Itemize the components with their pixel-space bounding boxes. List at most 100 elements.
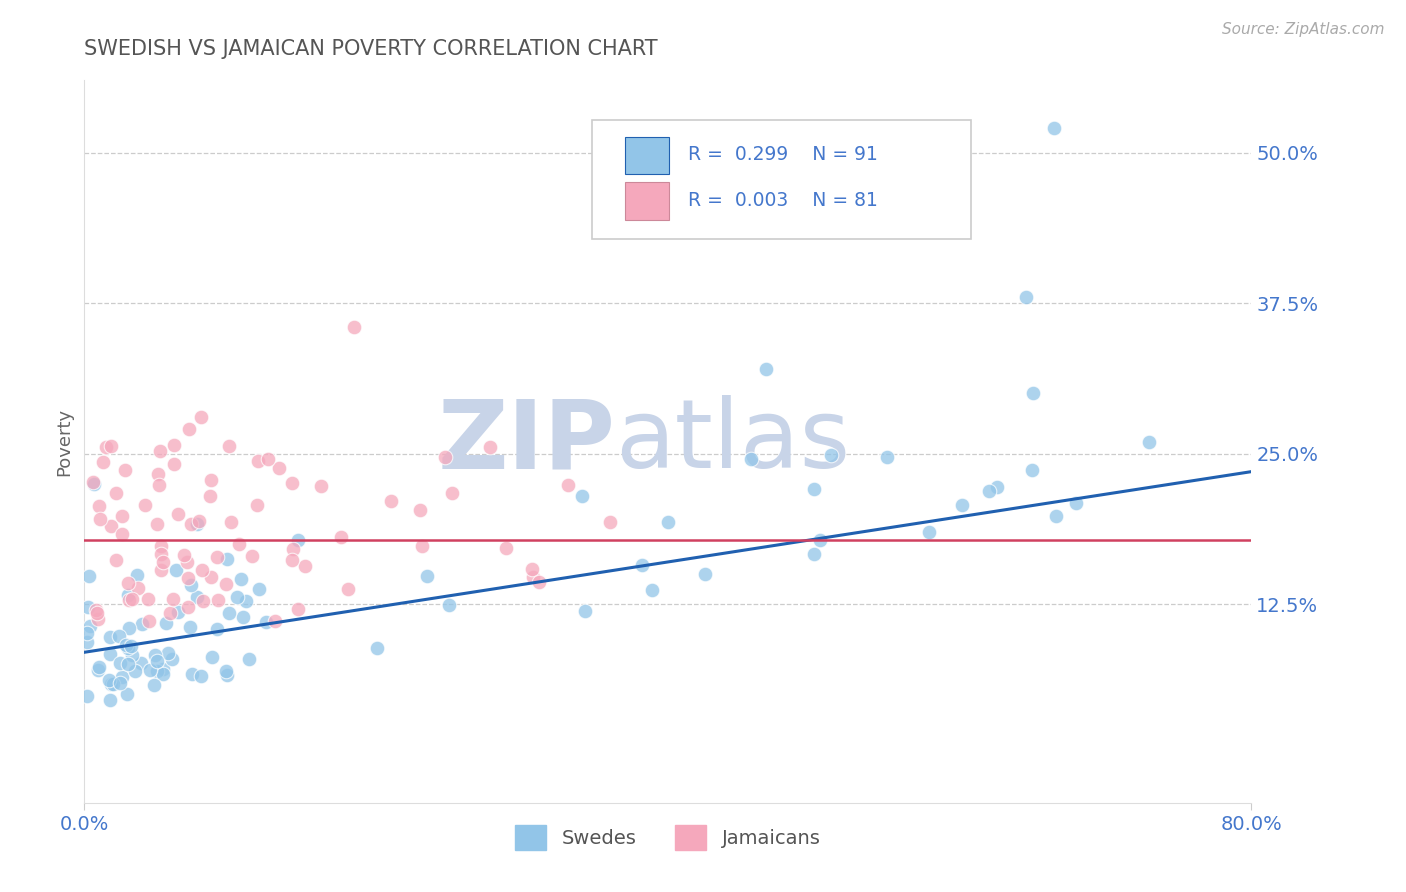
Point: [166, 508, 188, 522]
Point: [79, 618, 101, 632]
Point: [150, 563, 173, 577]
Point: [181, 666, 204, 681]
Point: [186, 590, 208, 604]
Point: [180, 577, 202, 591]
Point: [599, 516, 621, 530]
Point: [87, 500, 110, 514]
Point: [755, 362, 778, 376]
Point: [245, 498, 267, 512]
Point: [127, 567, 149, 582]
Point: [149, 547, 172, 561]
Point: [238, 652, 260, 666]
Point: [146, 665, 169, 679]
Legend: Swedes, Jamaicans: Swedes, Jamaicans: [508, 818, 828, 858]
Point: [1043, 121, 1066, 136]
Point: [479, 440, 502, 454]
Point: [225, 590, 247, 604]
Point: [118, 621, 141, 635]
Point: [191, 594, 214, 608]
Point: [120, 639, 142, 653]
Point: [557, 478, 579, 492]
Point: [287, 602, 309, 616]
Point: [803, 548, 825, 562]
Point: [876, 450, 898, 465]
Point: [166, 605, 188, 619]
Point: [165, 563, 187, 577]
Point: [1021, 463, 1043, 477]
Point: [247, 582, 270, 596]
Point: [437, 598, 460, 612]
Point: [124, 664, 146, 678]
Point: [104, 552, 127, 566]
Point: [76, 634, 98, 648]
Point: [190, 410, 212, 425]
Point: [121, 592, 143, 607]
Point: [820, 449, 842, 463]
Point: [219, 515, 242, 529]
Point: [79, 569, 101, 583]
Point: [198, 489, 221, 503]
Point: [1045, 509, 1067, 524]
Point: [111, 527, 134, 541]
Text: SWEDISH VS JAMAICAN POVERTY CORRELATION CHART: SWEDISH VS JAMAICAN POVERTY CORRELATION …: [84, 39, 658, 59]
Point: [163, 458, 186, 472]
Point: [263, 614, 285, 628]
Point: [138, 614, 160, 628]
Point: [104, 486, 127, 500]
Point: [143, 648, 166, 662]
Point: [173, 548, 195, 562]
Point: [127, 582, 149, 596]
Point: [281, 553, 304, 567]
Point: [108, 676, 131, 690]
Point: [100, 518, 122, 533]
Point: [191, 563, 214, 577]
Point: [152, 554, 174, 568]
Point: [187, 514, 209, 528]
Point: [134, 498, 156, 512]
Point: [143, 678, 166, 692]
Point: [101, 677, 124, 691]
Point: [76, 599, 98, 614]
Point: [411, 540, 433, 554]
Point: [152, 662, 174, 676]
Point: [176, 555, 198, 569]
Point: [179, 423, 201, 437]
Point: [571, 489, 593, 503]
Point: [311, 479, 333, 493]
Point: [76, 689, 98, 703]
Point: [918, 524, 941, 539]
Point: [434, 450, 457, 464]
Point: [98, 630, 121, 644]
Point: [281, 476, 304, 491]
Point: [247, 454, 270, 468]
Point: [117, 657, 139, 671]
Point: [574, 604, 596, 618]
Point: [160, 652, 183, 666]
Point: [235, 594, 257, 608]
Point: [986, 480, 1008, 494]
Point: [287, 533, 309, 547]
Point: [215, 667, 238, 681]
Point: [808, 533, 831, 548]
Point: [139, 664, 162, 678]
Point: [131, 616, 153, 631]
Point: [162, 591, 184, 606]
Point: [91, 454, 114, 468]
Point: [146, 467, 169, 482]
FancyBboxPatch shape: [624, 182, 669, 219]
Point: [207, 592, 229, 607]
Point: [267, 460, 290, 475]
Point: [215, 664, 238, 678]
Point: [83, 477, 105, 491]
FancyBboxPatch shape: [592, 120, 972, 239]
FancyBboxPatch shape: [624, 136, 669, 174]
Point: [693, 567, 716, 582]
Point: [631, 558, 654, 573]
Point: [740, 451, 762, 466]
Point: [84, 603, 107, 617]
Text: R =  0.003    N = 81: R = 0.003 N = 81: [688, 192, 877, 211]
Point: [200, 570, 222, 584]
Point: [86, 606, 108, 620]
Point: [217, 552, 239, 566]
Point: [179, 619, 201, 633]
